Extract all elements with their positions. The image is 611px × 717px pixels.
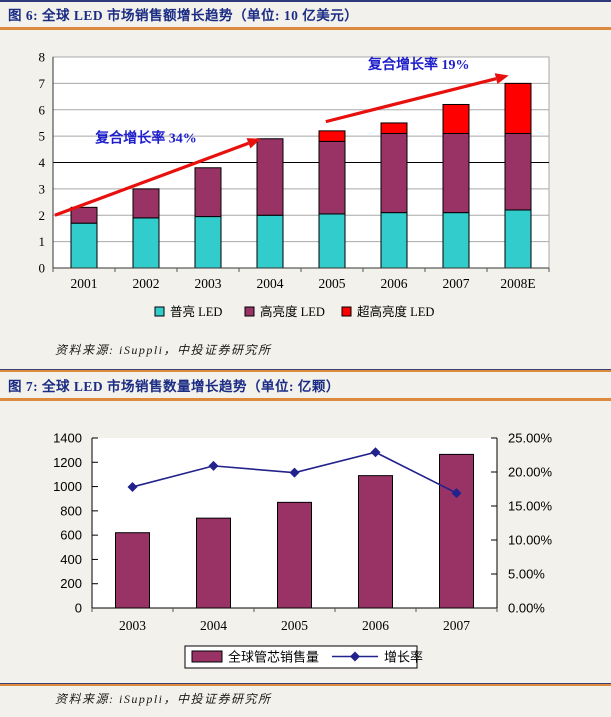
diamond-marker (289, 467, 300, 478)
x-tick-label: 2002 (133, 276, 160, 291)
bar-segment (442, 103, 470, 134)
x-tick-label: 2008E (500, 276, 535, 291)
left-tick-label: 1000 (53, 479, 82, 494)
left-tick-label: 1200 (53, 455, 82, 470)
bar-segment (504, 209, 532, 269)
x-tick-label: 2003 (195, 276, 222, 291)
legend-swatch (154, 306, 165, 317)
right-tick-label: 5.00% (508, 567, 545, 582)
diamond-marker (370, 447, 381, 458)
diamond-marker (451, 488, 462, 499)
legend-label: 全球管芯销售量 (228, 650, 319, 665)
y-tick-label: 3 (39, 181, 46, 196)
left-tick-label: 0 (75, 601, 82, 616)
x-tick-label: 2005 (319, 276, 346, 291)
bar-segment (380, 212, 408, 269)
bar-segment (318, 140, 346, 215)
left-tick-label: 600 (60, 528, 82, 543)
bar-segment (194, 167, 222, 218)
figure7-chart: 0 200 400 600 800 1000 1200 1400 0.00% 5.00% 10.00… (53, 431, 553, 669)
bar-segment (132, 188, 160, 219)
x-tick-label: 2004 (257, 276, 284, 291)
separator-rule (0, 369, 611, 372)
legend-box (184, 645, 418, 669)
x-tick-label: 2007 (443, 618, 470, 633)
y-tick-label: 0 (39, 261, 46, 276)
y-tick-label: 1 (39, 234, 46, 249)
bar-segment (132, 217, 160, 269)
bar-segment (194, 216, 222, 269)
bar-segment (256, 214, 284, 269)
diamond-marker (127, 481, 138, 492)
trend-arrow-shaft (325, 77, 497, 124)
bar (439, 453, 474, 609)
left-tick-label: 1400 (53, 431, 82, 446)
legend-label: 超高亮度 LED (357, 304, 434, 319)
figure6-header: 图 6: 全球 LED 市场销售额增长趋势（单位: 10 亿美元） (0, 0, 611, 30)
bar-segment (504, 132, 532, 211)
bar (115, 532, 150, 609)
figure6-source: 资料来源: iSuppli，中投证券研究所 (55, 343, 272, 357)
left-tick-label: 400 (60, 552, 82, 567)
x-tick-label: 2003 (119, 618, 146, 633)
x-tick-label: 2007 (443, 276, 470, 291)
right-tick-label: 0.00% (508, 601, 545, 616)
legend-swatch (244, 306, 255, 317)
annotation-text: 复合增长率 34% (94, 130, 197, 147)
y-tick-label: 7 (39, 76, 46, 91)
right-tick-label: 10.00% (508, 533, 553, 548)
bar-segment (380, 132, 408, 214)
separator-rule (0, 683, 611, 686)
y-tick-label: 2 (39, 208, 46, 223)
annotation-text: 复合增长率 19% (367, 56, 470, 73)
bar-segment (70, 222, 98, 269)
bar-segment (504, 82, 532, 134)
bar-segment (380, 122, 408, 134)
right-tick-label: 25.00% (508, 431, 553, 446)
bar-segment (256, 138, 284, 216)
right-tick-label: 15.00% (508, 499, 553, 514)
y-tick-label: 5 (39, 129, 46, 144)
left-tick-label: 200 (60, 576, 82, 591)
x-tick-label: 2006 (362, 618, 389, 633)
bar-segment (318, 213, 346, 269)
x-tick-label: 2005 (281, 618, 308, 633)
bar-segment (442, 212, 470, 269)
legend-swatch (341, 306, 352, 317)
bar-segment (442, 132, 470, 214)
figure6-title: 图 6: 全球 LED 市场销售额增长趋势（单位: 10 亿美元） (8, 8, 359, 23)
figure7-source: 资料来源: iSuppli，中投证券研究所 (55, 692, 272, 706)
trend-arrow-head (246, 138, 261, 149)
bar (196, 517, 231, 609)
x-tick-label: 2001 (71, 276, 98, 291)
trend-arrow-shaft (54, 141, 250, 217)
bar-segment (70, 206, 98, 224)
y-tick-label: 6 (39, 102, 46, 117)
y-tick-label: 8 (39, 50, 46, 65)
bar (277, 501, 312, 609)
legend-label: 增长率 (384, 650, 423, 665)
trend-arrow-head (494, 73, 509, 84)
figure7-header: 图 7: 全球 LED 市场销售数量增长趋势（单位: 亿颗） (0, 373, 611, 401)
legend-label: 高亮度 LED (260, 304, 325, 319)
bar (358, 475, 393, 609)
x-tick-label: 2006 (381, 276, 408, 291)
legend-swatch (191, 650, 223, 663)
diamond-marker (208, 460, 219, 471)
bar-segment (318, 130, 346, 142)
legend-label: 普亮 LED (170, 304, 222, 319)
figure7-title: 图 7: 全球 LED 市场销售数量增长趋势（单位: 亿颗） (8, 379, 340, 394)
legend-diamond (350, 651, 360, 662)
x-tick-label: 2004 (200, 618, 227, 633)
left-tick-label: 800 (60, 503, 82, 518)
figure6-chart: 0 1 2 3 4 5 6 7 8 2001 2002 2003 2004 2005 2006 2007 200… (39, 50, 550, 319)
right-tick-label: 20.00% (508, 465, 553, 480)
y-tick-label: 4 (39, 155, 46, 170)
